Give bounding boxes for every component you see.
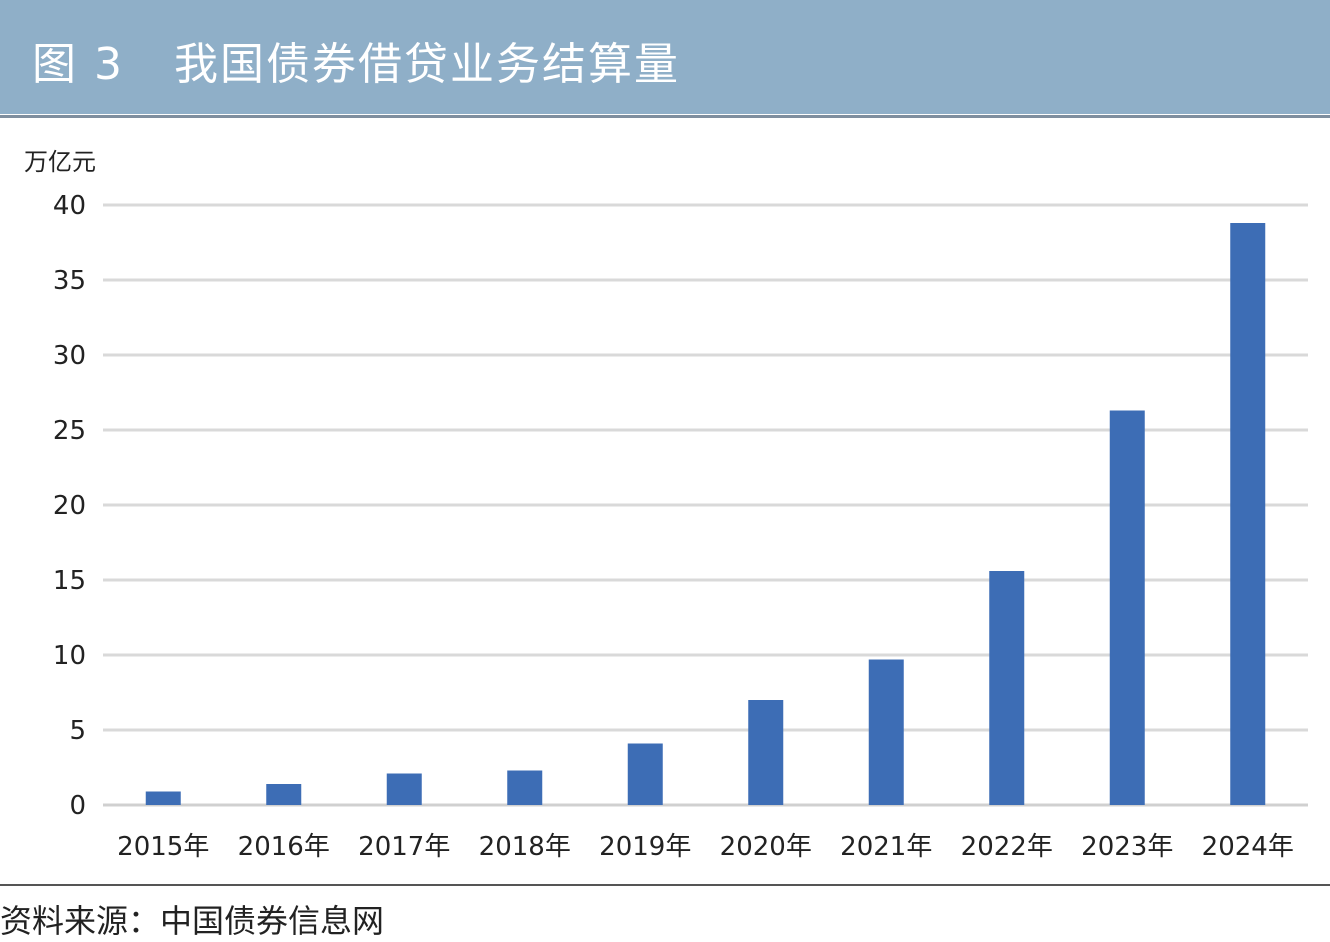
bar-2015 xyxy=(145,791,181,805)
bar-chart: 0 5 10 15 20 25 30 35 40 2015年 2016年 2017年 2018年 2019… xyxy=(53,191,1308,862)
chart-header: 图 3 我国债券借贷业务结算量 xyxy=(0,0,1330,114)
x-tick-label: 2019年 xyxy=(599,832,691,862)
y-tick-label: 35 xyxy=(53,266,86,296)
x-tick-label: 2021年 xyxy=(840,832,932,862)
x-tick-label: 2015年 xyxy=(117,832,209,862)
figure-title: 我国债券借贷业务结算量 xyxy=(173,39,680,90)
footer-divider xyxy=(0,884,1330,886)
y-tick-label: 30 xyxy=(53,341,86,371)
figure-number: 图 3 xyxy=(32,39,124,90)
x-tick-label: 2024年 xyxy=(1202,832,1294,862)
y-tick-label: 5 xyxy=(69,716,86,746)
bar-2020 xyxy=(748,700,784,805)
bar-2017 xyxy=(386,773,422,805)
x-tick-label: 2017年 xyxy=(358,832,450,862)
x-tick-label: 2016年 xyxy=(238,832,330,862)
x-tick-label: 2018年 xyxy=(479,832,571,862)
bar-2019 xyxy=(627,743,663,805)
x-tick-label: 2020年 xyxy=(720,832,812,862)
bar-2018 xyxy=(507,770,543,805)
y-tick-label: 0 xyxy=(69,791,86,821)
y-tick-label: 10 xyxy=(53,641,86,671)
y-tick-label: 20 xyxy=(53,491,86,521)
bar-2024 xyxy=(1230,223,1266,805)
bar-2022 xyxy=(989,571,1025,805)
bar-2016 xyxy=(266,784,302,805)
header-divider xyxy=(0,115,1330,118)
y-tick-label: 15 xyxy=(53,566,86,596)
data-source-note: 资料来源：中国债券信息网 xyxy=(0,902,385,940)
chart-title: 图 3 我国债券借贷业务结算量 xyxy=(32,28,680,92)
bar-2021 xyxy=(868,659,904,805)
y-axis-unit-label: 万亿元 xyxy=(24,148,96,176)
x-tick-label: 2022年 xyxy=(961,832,1053,862)
y-tick-label: 40 xyxy=(53,191,86,221)
bar-2023 xyxy=(1109,410,1145,805)
x-tick-label: 2023年 xyxy=(1081,832,1173,862)
y-tick-label: 25 xyxy=(53,416,86,446)
